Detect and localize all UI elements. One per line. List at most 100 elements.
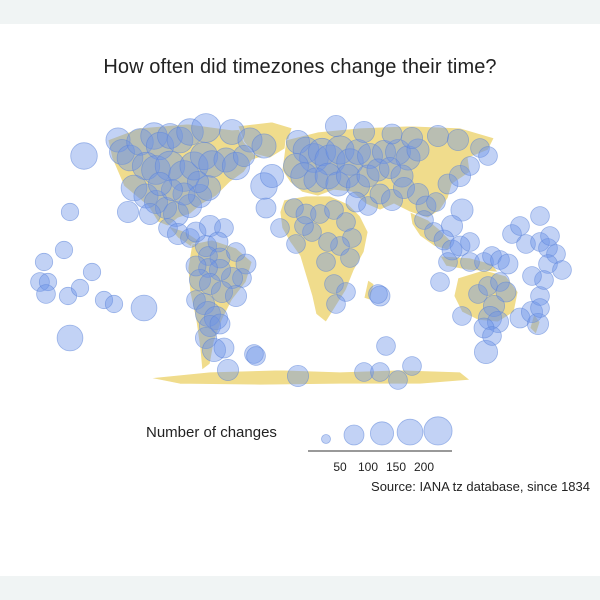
- timezone-bubble: [116, 144, 144, 172]
- timezone-bubble: [452, 306, 472, 326]
- timezone-bubble: [502, 224, 522, 244]
- timezone-bubble: [246, 346, 266, 366]
- timezone-bubble: [140, 122, 168, 150]
- timezone-bubble: [207, 231, 229, 253]
- timezone-bubble: [510, 216, 530, 236]
- timezone-bubble: [314, 162, 342, 190]
- legend-tick-label: 50: [333, 460, 347, 474]
- timezone-bubble: [460, 156, 480, 176]
- timezone-bubble: [210, 280, 233, 303]
- timezone-bubble: [324, 115, 347, 138]
- timezone-bubble: [468, 284, 488, 304]
- timezone-bubble: [426, 125, 449, 148]
- timezone-bubble: [392, 176, 415, 199]
- timezone-bubble: [179, 151, 209, 181]
- legend-bubble: [321, 434, 331, 444]
- timezone-bubble: [198, 150, 226, 178]
- timezone-bubble: [354, 362, 374, 382]
- timezone-bubble: [381, 123, 403, 145]
- timezone-bubble: [336, 212, 356, 232]
- legend-bubble: [423, 416, 453, 446]
- timezone-bubble: [237, 127, 263, 153]
- timezone-bubble: [324, 200, 344, 220]
- timezone-bubble: [522, 266, 542, 286]
- timezone-bubble: [482, 326, 502, 346]
- timezone-bubbles: [30, 113, 572, 390]
- timezone-bubble: [70, 278, 90, 298]
- timezone-bubble: [316, 252, 336, 272]
- timezone-bubble: [194, 234, 217, 257]
- timezone-bubble: [530, 298, 550, 318]
- timezone-bubble: [154, 150, 186, 182]
- timezone-bubble: [325, 171, 351, 197]
- timezone-bubble: [552, 260, 572, 280]
- timezone-bubble: [209, 247, 231, 269]
- timezone-bubble: [460, 232, 480, 252]
- timezone-bubble: [446, 128, 469, 151]
- timezone-bubble: [477, 305, 502, 330]
- timezone-bubble: [530, 286, 550, 306]
- timezone-bubble: [166, 126, 194, 154]
- timezone-bubble: [295, 203, 317, 225]
- timezone-bubble: [138, 202, 161, 225]
- timezone-bubble: [509, 307, 531, 329]
- timezone-bubble: [470, 138, 490, 158]
- timezone-bubble: [130, 294, 158, 322]
- timezone-bubble: [460, 252, 480, 272]
- timezone-bubble: [166, 222, 189, 245]
- land-africa: [279, 195, 369, 323]
- land-madagascar: [363, 279, 375, 301]
- timezone-bubble: [294, 216, 314, 236]
- legend-title: Number of changes: [146, 424, 277, 441]
- timezone-bubble: [449, 235, 471, 257]
- timezone-bubble: [450, 198, 474, 222]
- timezone-bubble: [117, 200, 140, 223]
- timezone-bubble: [474, 252, 494, 272]
- timezone-bubble: [490, 272, 510, 292]
- timezone-bubble: [368, 284, 388, 304]
- timezone-bubble: [352, 121, 375, 144]
- timezone-bubble: [390, 164, 414, 188]
- legend-tick-label: 200: [414, 460, 434, 474]
- timezone-bubble: [172, 182, 196, 206]
- timezone-bubble: [255, 197, 277, 219]
- timezone-bubble: [185, 255, 207, 277]
- timezone-bubble: [486, 310, 509, 333]
- timezone-bubble: [283, 153, 309, 179]
- timezone-bubble: [34, 252, 54, 272]
- timezone-bubble: [345, 191, 367, 213]
- timezone-bubble: [478, 276, 498, 296]
- timezone-bubble: [213, 337, 235, 359]
- timezone-bubble: [104, 294, 124, 314]
- timezone-bubble: [530, 206, 550, 226]
- timezone-bubble: [376, 336, 396, 356]
- timezone-bubble: [402, 356, 422, 376]
- legend-tick-label: 100: [358, 460, 378, 474]
- timezone-bubble: [406, 138, 430, 162]
- timezone-bubble: [54, 240, 74, 260]
- timezone-bubble: [430, 272, 450, 292]
- timezone-bubble: [143, 189, 168, 214]
- legend-bubble: [369, 421, 394, 446]
- timezone-bubble: [406, 182, 429, 205]
- timezone-bubble: [221, 151, 251, 181]
- timezone-bubble: [324, 274, 344, 294]
- land-antarctica: [149, 369, 472, 386]
- timezone-bubble: [30, 272, 50, 292]
- timezone-bubble: [109, 139, 135, 165]
- timezone-bubble: [147, 171, 172, 196]
- timezone-bubble: [198, 272, 221, 295]
- land-south-east-asia: [409, 211, 453, 251]
- timezone-bubble: [70, 142, 98, 170]
- timezone-bubble: [345, 173, 370, 198]
- timezone-bubble: [437, 173, 459, 195]
- timezone-bubble: [94, 290, 114, 310]
- size-legend: 50 100 150 200: [308, 416, 453, 474]
- timezone-bubble: [189, 141, 219, 171]
- timezone-bubble: [335, 163, 360, 188]
- timezone-bubble: [214, 218, 234, 238]
- timezone-bubble: [366, 158, 390, 182]
- timezone-bubble: [540, 226, 560, 246]
- timezone-bubble: [530, 232, 550, 252]
